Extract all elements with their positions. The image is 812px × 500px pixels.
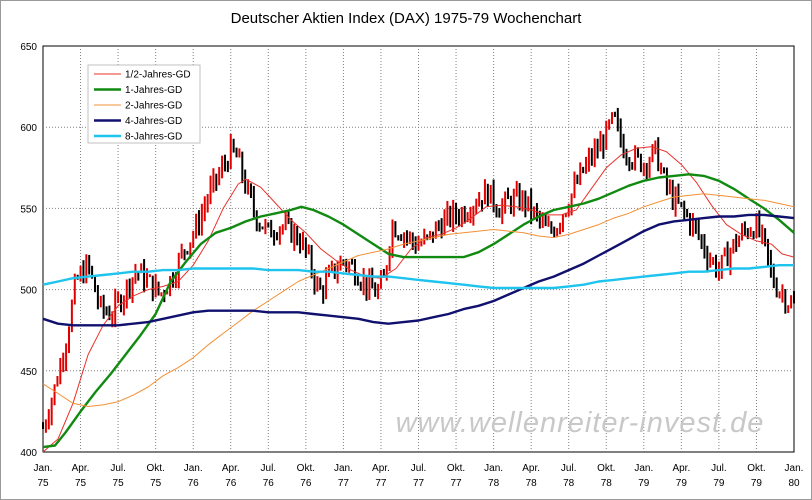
x-tick-year: 79 — [713, 478, 725, 489]
x-tick-year: 75 — [150, 478, 162, 489]
x-tick-year: 75 — [113, 478, 125, 489]
x-tick-year: 77 — [375, 478, 387, 489]
x-tick-month: Jul. — [110, 463, 126, 474]
x-tick-year: 76 — [188, 478, 200, 489]
x-tick-month: Okt. — [146, 463, 164, 474]
x-tick-year: 79 — [638, 478, 650, 489]
x-tick-month: Apr. — [372, 463, 390, 474]
series-line — [42, 264, 794, 290]
x-tick-month: Jan. — [184, 463, 203, 474]
legend-label: 1-Jahres-GD — [125, 85, 182, 96]
x-tick-month: Jan. — [484, 463, 503, 474]
x-tick-year: 76 — [225, 478, 237, 489]
x-tick-month: Apr. — [222, 463, 240, 474]
x-tick-year: 78 — [488, 478, 500, 489]
legend-label: 1/2-Jahres-GD — [125, 70, 191, 81]
grid-lines — [43, 46, 794, 452]
x-tick-year: 76 — [263, 478, 275, 489]
y-tick-labels: 400 450 500 550 600 650 — [20, 42, 37, 459]
legend: 1/2-Jahres-GD 1-Jahres-GD 2-Jahres-GD 4-Jah… — [87, 64, 201, 144]
x-tick-month: Jan. — [34, 463, 53, 474]
x-tick-labels: Jan. 75 Apr. 75 Jul. 75 Okt. 75 Jan. 76 Apr. 76 Jul.… — [34, 463, 804, 489]
x-tick-month: Okt. — [297, 463, 315, 474]
moving-averages — [42, 146, 795, 453]
x-tick-year: 77 — [450, 478, 462, 489]
x-tick-year: 80 — [788, 478, 800, 489]
x-tick-year: 79 — [751, 478, 763, 489]
x-tick-year: 78 — [526, 478, 538, 489]
series-line — [42, 173, 795, 449]
legend-box — [87, 64, 201, 144]
x-tick-year: 75 — [75, 478, 87, 489]
x-tick-month: Jan. — [334, 463, 353, 474]
x-tick-month: Jul. — [261, 463, 277, 474]
series-line — [42, 213, 795, 327]
x-tick-month: Jul. — [561, 463, 577, 474]
x-tick-month: Apr. — [522, 463, 540, 474]
legend-label: 4-Jahres-GD — [125, 116, 182, 127]
x-tick-month: Apr. — [72, 463, 90, 474]
watermark: www.wellenreiter-invest.de — [396, 407, 765, 439]
legend-label: 8-Jahres-GD — [125, 132, 182, 143]
x-tick-month: Okt. — [447, 463, 465, 474]
x-tick-month: Jul. — [411, 463, 427, 474]
x-tick-year: 76 — [300, 478, 312, 489]
y-tick-label: 550 — [20, 204, 37, 215]
x-tick-year: 78 — [601, 478, 613, 489]
y-tick-label: 500 — [20, 286, 37, 297]
x-tick-year: 75 — [37, 478, 49, 489]
y-tick-label: 600 — [20, 123, 37, 134]
x-tick-month: Jan. — [634, 463, 653, 474]
x-tick-year: 79 — [676, 478, 688, 489]
series-line — [42, 193, 795, 407]
y-tick-label: 400 — [20, 448, 37, 459]
x-tick-month: Jan. — [785, 463, 804, 474]
x-tick-month: Okt. — [747, 463, 765, 474]
x-tick-year: 77 — [338, 478, 350, 489]
y-tick-label: 650 — [20, 42, 37, 53]
x-tick-year: 77 — [413, 478, 425, 489]
chart-title: Deutscher Aktien Index (DAX) 1975-79 Woc… — [230, 10, 582, 27]
x-tick-month: Apr. — [672, 463, 690, 474]
x-tick-month: Okt. — [597, 463, 615, 474]
y-tick-label: 450 — [20, 367, 37, 378]
x-tick-year: 78 — [563, 478, 575, 489]
x-tick-month: Jul. — [711, 463, 727, 474]
legend-label: 2-Jahres-GD — [125, 101, 182, 112]
